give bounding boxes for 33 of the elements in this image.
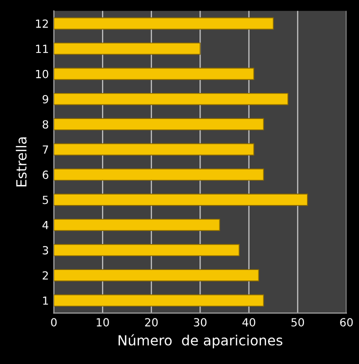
bar: [54, 17, 274, 30]
y-tick-label: 5: [42, 196, 48, 204]
y-tick-label: 6: [42, 170, 48, 179]
x-tick-label: 20: [145, 318, 158, 326]
y-tick-label: 10: [36, 70, 48, 78]
y-tick-label: 11: [36, 44, 48, 53]
y-tick-label: 1: [43, 296, 48, 305]
y-tick-label: 9: [42, 95, 48, 104]
x-axis-title: Número de apariciones: [118, 334, 282, 348]
bar: [54, 118, 264, 130]
x-tick-label: 50: [291, 318, 304, 326]
y-tick-label: 12: [36, 19, 48, 28]
x-tick-label: 40: [242, 318, 256, 326]
y-tick-label: 7: [42, 146, 48, 154]
bar: [54, 168, 264, 181]
bar: [54, 244, 240, 256]
y-tick-label: 4: [42, 221, 48, 230]
y-tick-label: 8: [42, 120, 48, 129]
bar: [54, 194, 308, 206]
x-tick-label: 0: [51, 318, 57, 326]
y-axis-title: Estrella: [16, 137, 27, 186]
bar: [54, 143, 254, 156]
bar: [54, 269, 260, 282]
bar: [54, 92, 288, 106]
x-tick-label: 60: [340, 318, 353, 326]
x-tick-label: 10: [96, 318, 109, 326]
y-tick-label: 3: [42, 246, 48, 254]
y-tick-label: 2: [42, 271, 48, 280]
bar: [54, 42, 201, 55]
bar: [54, 68, 254, 80]
bar: [54, 294, 264, 307]
bar: [54, 218, 220, 232]
x-tick-label: 30: [194, 318, 206, 326]
